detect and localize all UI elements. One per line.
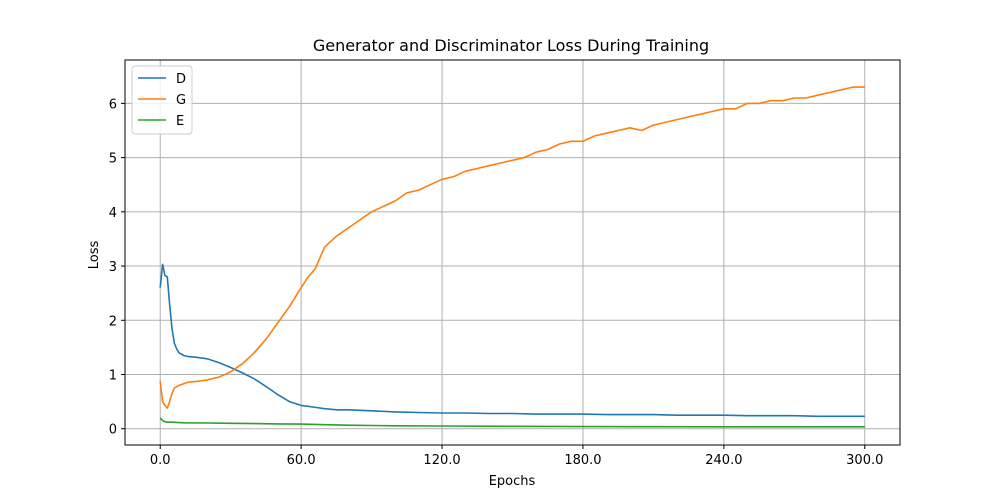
x-tick-label: 240.0 <box>705 453 742 468</box>
x-tick-label: 60.0 <box>287 453 316 468</box>
y-tick-label: 0 <box>109 423 117 438</box>
y-tick-label: 4 <box>109 206 117 221</box>
y-tick-label: 6 <box>109 97 117 112</box>
x-tick-label: 0.0 <box>150 453 171 468</box>
series-line-g <box>159 86 865 409</box>
y-tick-label: 5 <box>109 152 117 167</box>
chart-title: Generator and Discriminator Loss During … <box>313 36 709 55</box>
grid <box>125 60 900 445</box>
axis-ticks: 0.0 60.0 120.0 180.0 240.0 300.0 0 1 2 3 4 5 6 <box>109 97 884 468</box>
plot-frame <box>124 59 901 446</box>
y-tick-label: 1 <box>109 369 117 384</box>
y-axis-label: Loss <box>87 241 102 270</box>
legend-box <box>131 65 193 135</box>
legend-label: D <box>176 72 186 87</box>
series-lines <box>159 86 865 428</box>
series-line-e <box>159 417 865 428</box>
x-axis-label: Epochs <box>489 474 536 489</box>
y-tick-label: 3 <box>109 260 117 275</box>
y-tick-label: 2 <box>109 314 117 329</box>
legend-label: E <box>176 114 184 129</box>
x-tick-label: 300.0 <box>846 453 883 468</box>
x-tick-label: 120.0 <box>423 453 460 468</box>
x-tick-label: 180.0 <box>564 453 601 468</box>
legend: DGE <box>131 65 193 135</box>
series-line-d <box>159 263 865 418</box>
legend-label: G <box>176 93 186 108</box>
